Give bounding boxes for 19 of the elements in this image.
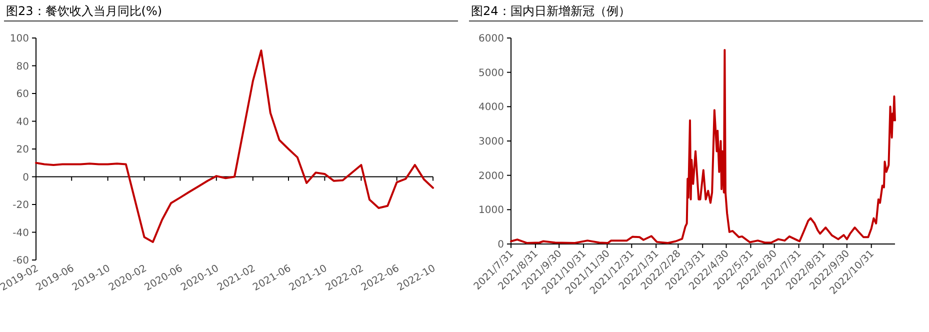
y-tick-label: 60 <box>16 89 29 100</box>
y-tick-label: 3000 <box>478 136 504 148</box>
y-tick-label: -40 <box>12 228 29 239</box>
y-tick-label: 5000 <box>478 68 504 79</box>
y-tick-label: 6000 <box>478 34 504 44</box>
y-tick-label: -20 <box>12 200 29 211</box>
y-tick-label: 2000 <box>478 170 504 182</box>
chart-title: 图23：餐饮收入当月同比(%) <box>6 4 162 18</box>
y-tick-label: 80 <box>16 61 29 72</box>
y-tick-label: 100 <box>10 34 29 44</box>
y-tick-label: -60 <box>12 256 29 266</box>
y-tick-label: 20 <box>16 144 29 156</box>
line-series <box>35 49 434 243</box>
y-tick-label: 40 <box>16 116 29 128</box>
y-tick-label: 0 <box>498 240 504 250</box>
y-tick-label: 1000 <box>478 205 504 216</box>
y-tick-label: 4000 <box>478 102 504 114</box>
chart-title: 图24：国内日新增新冠（例） <box>471 4 630 18</box>
y-tick-label: 0 <box>22 172 29 184</box>
